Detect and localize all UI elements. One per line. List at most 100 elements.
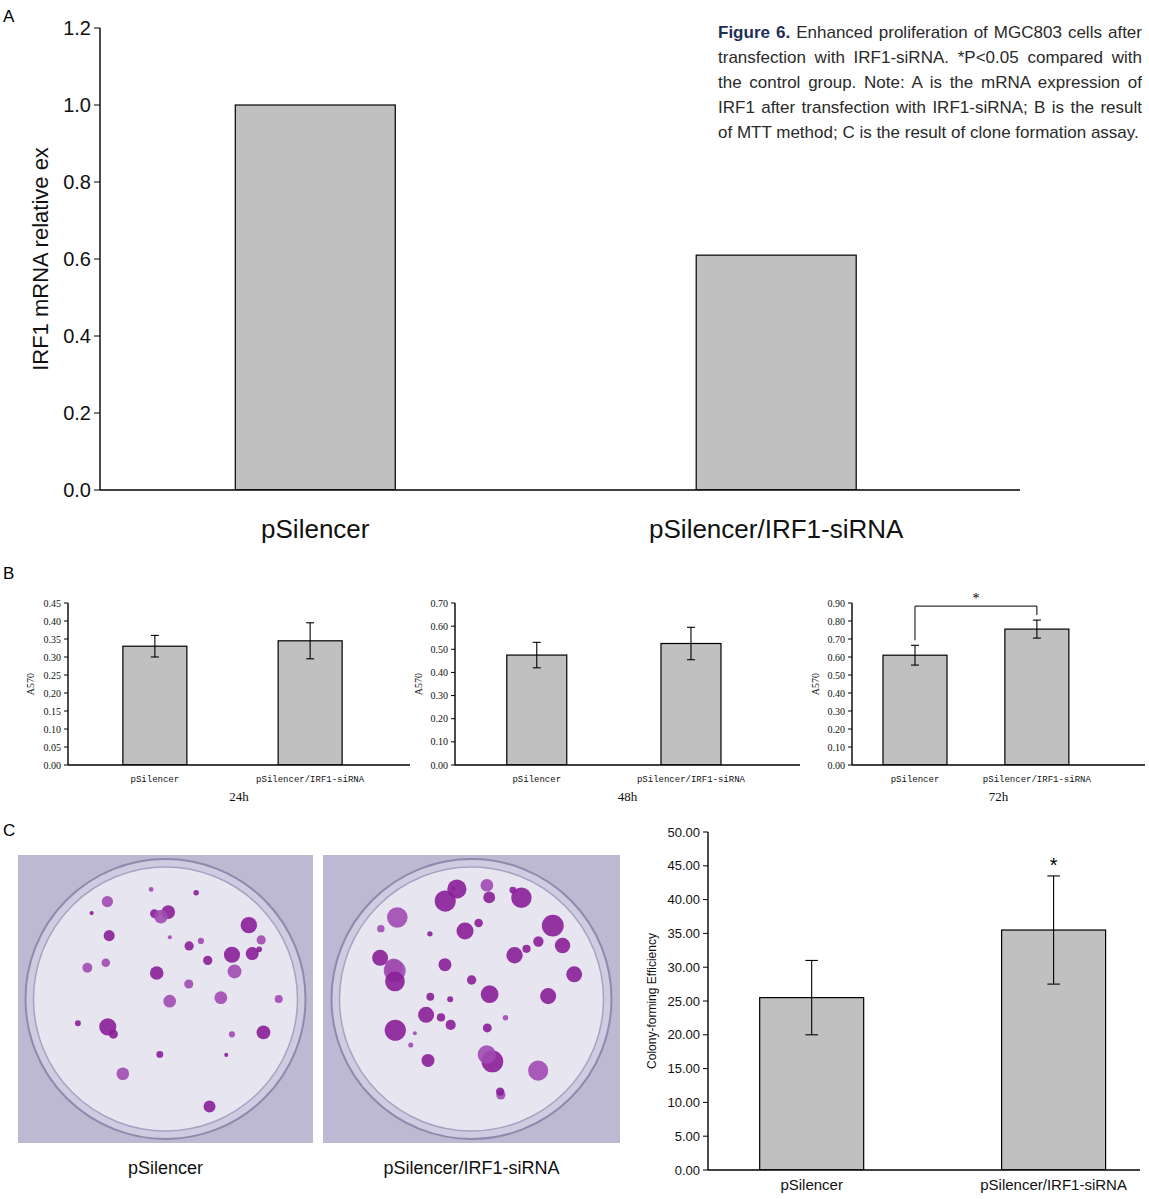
colony [228, 964, 242, 978]
colony [82, 963, 92, 973]
y-tick-label: 0.45 [44, 598, 62, 609]
x-axis [708, 1169, 1140, 1170]
panel-letter: B [3, 564, 14, 583]
y-tick-label: 0.80 [828, 616, 846, 627]
x-tick-label: pSilencer/IRF1-siRNA [983, 775, 1092, 785]
colony [481, 985, 499, 1003]
colony [528, 1061, 548, 1081]
y-tick [703, 1001, 708, 1002]
colony [503, 1015, 509, 1021]
colony [385, 972, 405, 992]
error-bar [151, 635, 159, 657]
y-axis-title: A570 [25, 673, 36, 695]
y-tick-label: 20.00 [667, 1027, 700, 1042]
colony [427, 931, 432, 936]
bar [696, 255, 856, 490]
y-tick [703, 1170, 708, 1171]
colony [446, 1020, 456, 1030]
colony [408, 1042, 413, 1047]
photo-label: pSilencer [128, 1158, 203, 1178]
y-tick-label: 0.20 [44, 688, 62, 699]
y-tick [703, 933, 708, 934]
y-tick [94, 105, 100, 106]
y-axis [707, 832, 708, 1170]
y-tick-label: 0.10 [431, 736, 449, 747]
x-axis [455, 764, 800, 765]
error-bar [911, 645, 919, 665]
y-tick-label: 0.30 [828, 706, 846, 717]
colony [533, 936, 543, 946]
y-tick-label: 0.20 [828, 724, 846, 735]
colony [102, 896, 113, 907]
bars [883, 620, 1069, 765]
colony [483, 1023, 492, 1032]
y-tick [703, 899, 708, 900]
colony [413, 1031, 417, 1035]
annotation: * [972, 591, 979, 606]
y-tick-label: 0.0 [63, 479, 91, 501]
y-tick-label: 0.05 [44, 742, 62, 753]
y-tick-label: 0.10 [44, 724, 62, 735]
error-bar [1033, 620, 1041, 638]
x-tick-label: pSilencer/IRF1-siRNA [980, 1176, 1127, 1193]
bars [507, 627, 721, 765]
photo-label: pSilencer/IRF1-siRNA [383, 1158, 559, 1178]
well-rim [26, 859, 306, 1139]
colony [422, 1054, 435, 1067]
colony [506, 947, 522, 963]
colony [117, 1067, 130, 1080]
x-axis [68, 764, 410, 765]
well-rim [332, 859, 612, 1139]
colony [474, 919, 482, 927]
y-tick-label: 0.30 [44, 652, 62, 663]
x-axis-title: 48h [618, 789, 638, 804]
x-axis-title: 24h [229, 789, 249, 804]
colony [224, 947, 240, 963]
y-tick-label: 0.6 [63, 248, 91, 270]
colony [185, 941, 194, 950]
y-tick-label: 0.00 [828, 760, 846, 771]
colony [150, 966, 164, 980]
colony [275, 995, 283, 1003]
y-tick-label: 0.90 [828, 598, 846, 609]
colony [496, 1087, 504, 1095]
colony [241, 917, 257, 933]
colony [566, 966, 582, 982]
y-tick [703, 1034, 708, 1035]
colony [438, 958, 451, 971]
y-tick-label: 0.30 [431, 690, 449, 701]
colony [101, 958, 110, 967]
colony [372, 950, 388, 966]
colony [542, 915, 564, 937]
annotation: * [1050, 854, 1058, 876]
y-axis-title: A570 [413, 673, 424, 695]
y-tick-label: 1.2 [63, 17, 91, 39]
x-tick-label: pSilencer [261, 514, 370, 544]
colony [104, 930, 115, 941]
colony [154, 910, 168, 924]
y-tick-label: 0.40 [828, 688, 846, 699]
colony [246, 947, 259, 960]
colony [257, 935, 266, 944]
panel-letter: C [3, 821, 15, 840]
bars [235, 105, 856, 490]
y-tick-label: 50.00 [667, 825, 700, 840]
y-tick-label: 0.15 [44, 706, 62, 717]
y-tick [94, 336, 100, 337]
x-tick-label: pSilencer [512, 775, 561, 785]
y-tick [703, 832, 708, 833]
colony [198, 938, 204, 944]
y-tick-label: 0.40 [44, 616, 62, 627]
y-tick-label: 0.25 [44, 670, 62, 681]
y-tick-label: 45.00 [667, 858, 700, 873]
colony [509, 887, 516, 894]
y-axis [67, 603, 68, 765]
y-tick-label: 0.8 [63, 171, 91, 193]
chart-1: 0.000.050.100.150.200.250.300.350.400.45… [3, 564, 410, 805]
colony [467, 975, 476, 984]
colony [229, 1031, 235, 1037]
y-tick [703, 1102, 708, 1103]
bar [883, 655, 947, 765]
y-tick-label: 25.00 [667, 994, 700, 1009]
colony [168, 935, 172, 939]
